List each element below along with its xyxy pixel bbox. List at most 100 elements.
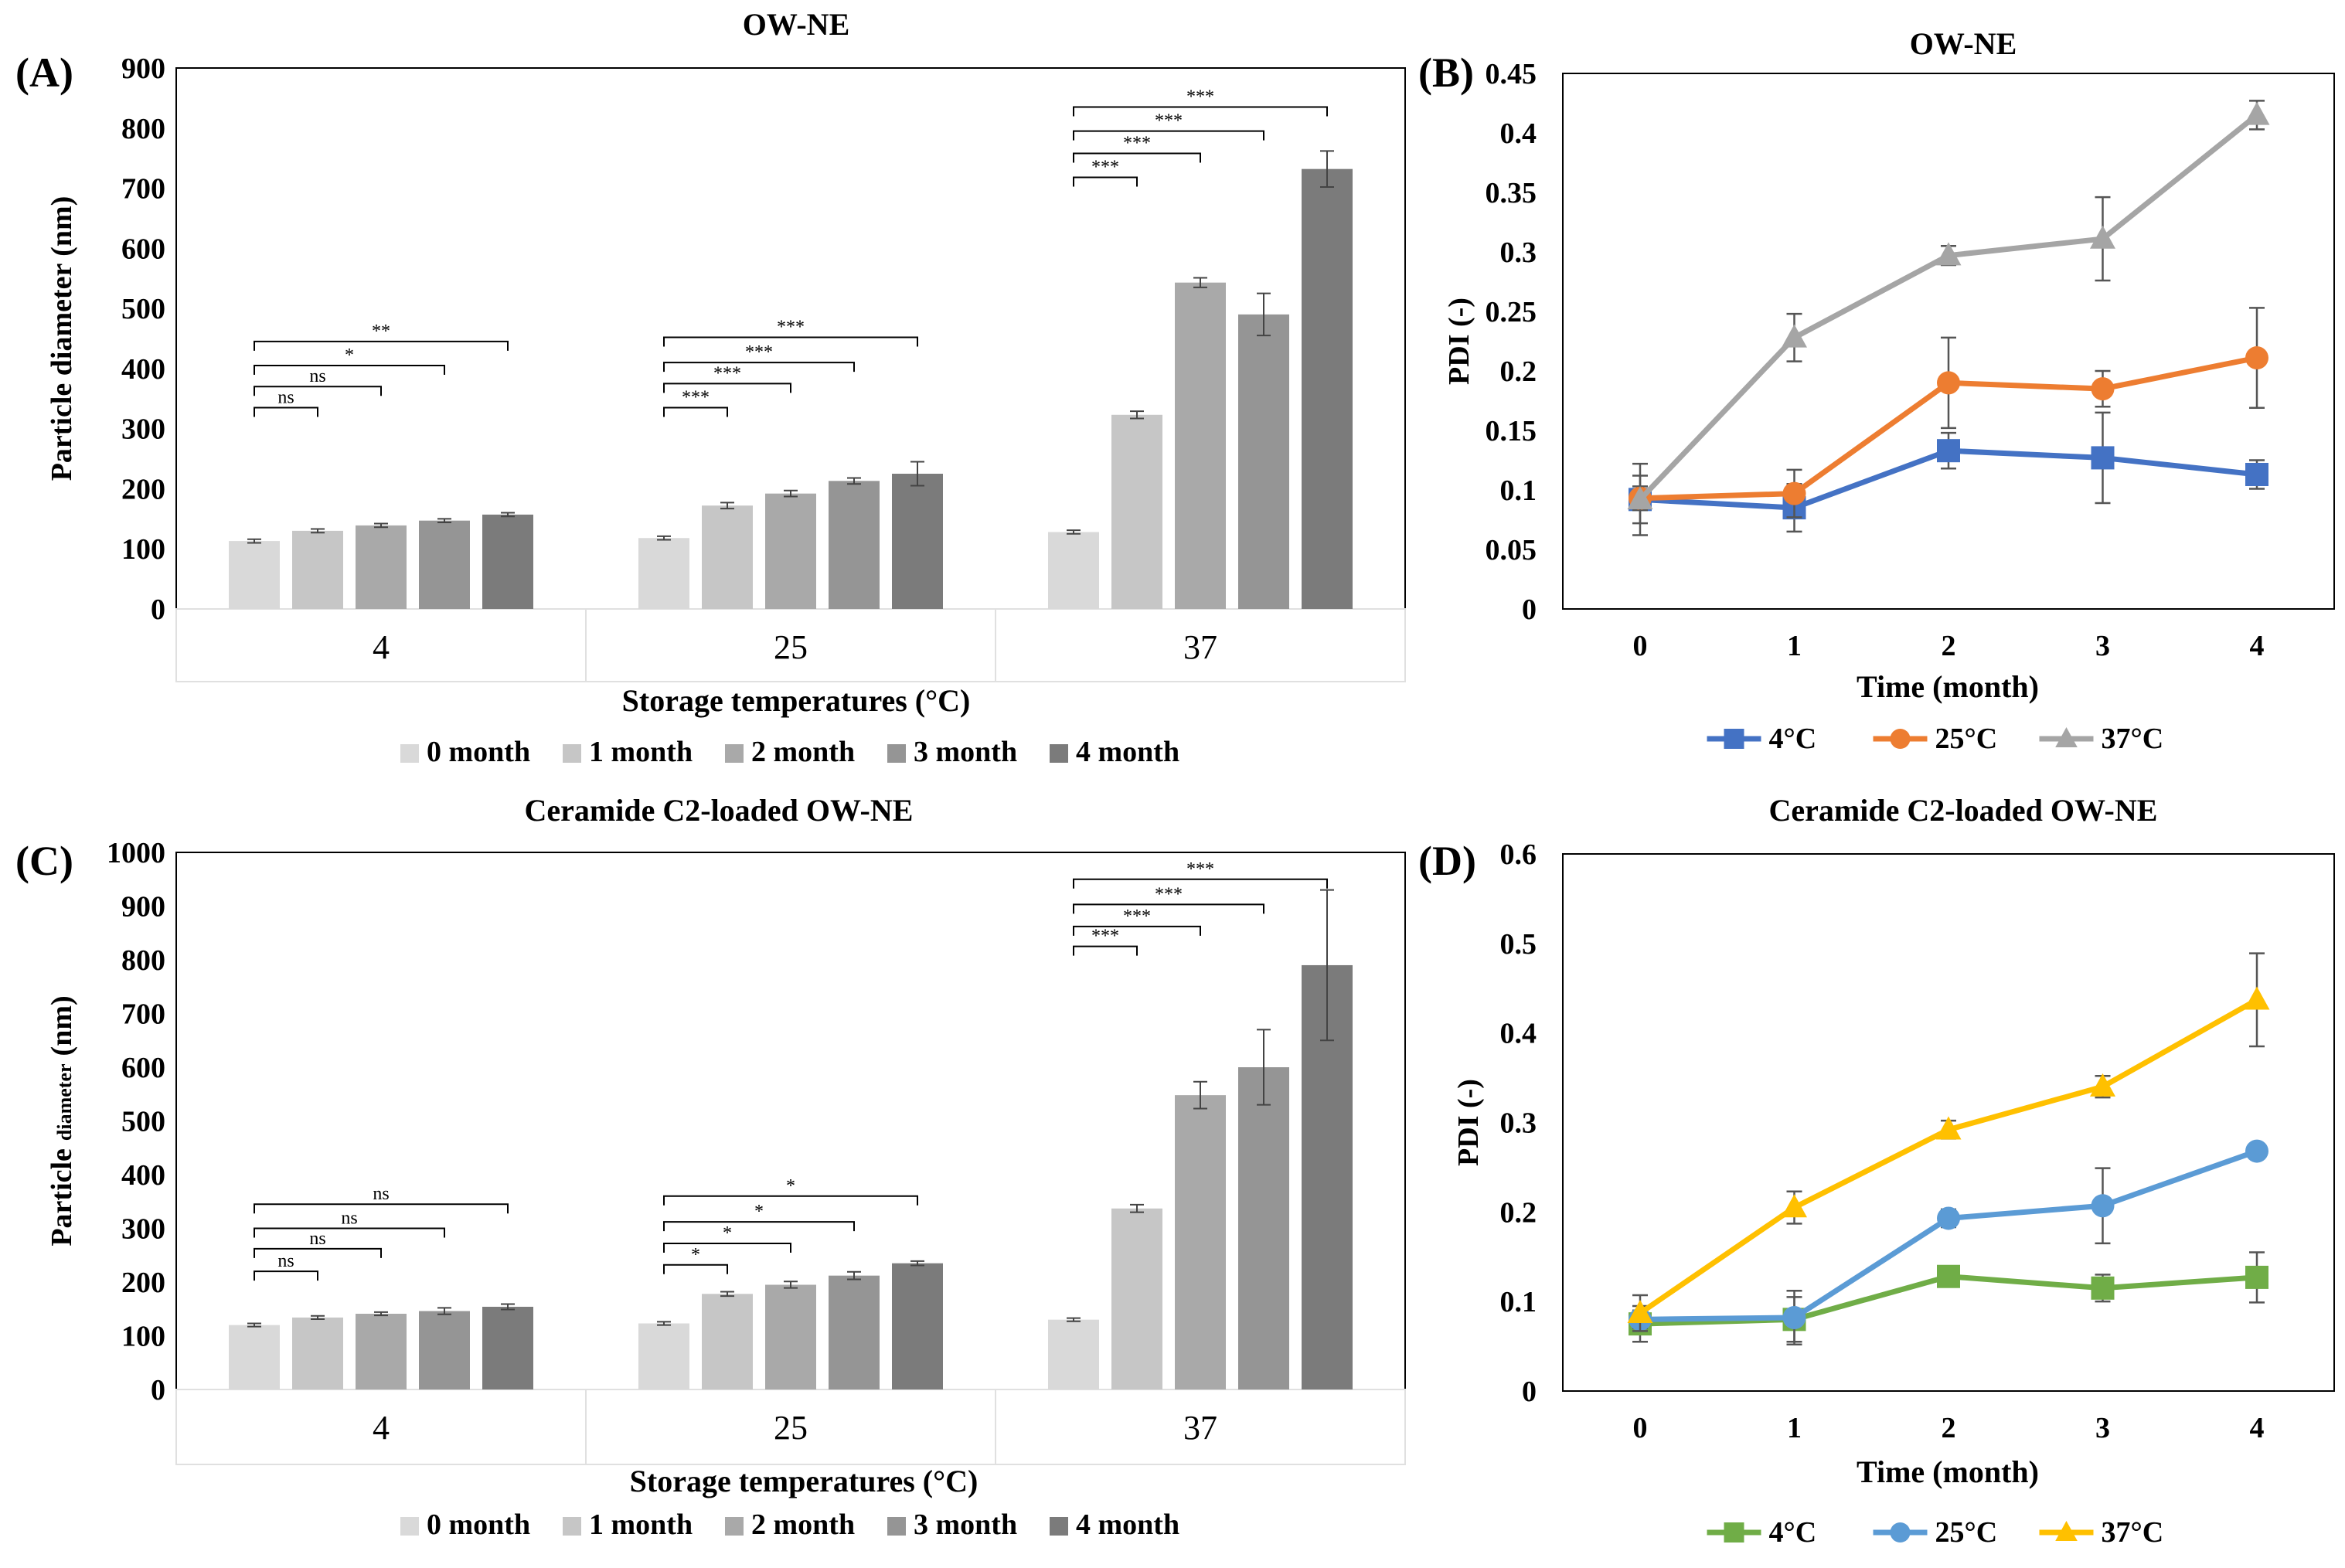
marker-square: [2245, 462, 2268, 486]
significance-bracket: [1073, 152, 1201, 163]
y-axis-label: Particle diameter (nm): [46, 995, 78, 1246]
significance-bracket: [254, 365, 445, 375]
y-tick-label: 0.1: [1500, 1286, 1537, 1318]
bar: [419, 1311, 470, 1389]
y-tick-label: 900: [121, 891, 165, 923]
significance-label: **: [372, 321, 390, 342]
marker-square: [1937, 439, 1960, 463]
marker-triangle: [1782, 1194, 1807, 1218]
bar: [892, 474, 943, 609]
bar: [229, 1325, 280, 1389]
marker-triangle: [2244, 986, 2270, 1010]
legend-swatch: [563, 744, 581, 763]
bar: [1175, 1095, 1226, 1389]
bar: [1238, 1067, 1289, 1389]
bar: [1302, 168, 1353, 609]
bar: [829, 481, 880, 609]
category-label: 4: [373, 628, 390, 666]
significance-label: ***: [1155, 884, 1183, 904]
legend-label: 2 month: [751, 1508, 855, 1541]
significance-bracket: [1073, 925, 1201, 936]
marker-triangle: [2244, 101, 2270, 125]
y-tick-label: 0.4: [1500, 1018, 1537, 1050]
legend-label: 2 month: [751, 736, 855, 768]
series-0: [1629, 1251, 2268, 1343]
significance-bracket: [1073, 878, 1328, 889]
significance-bracket: [663, 1242, 791, 1253]
x-axis-label: Time (month): [1857, 1454, 2039, 1489]
marker-square: [1937, 1264, 1960, 1288]
significance-label: ns: [341, 1209, 357, 1229]
significance-bracket: [254, 340, 509, 351]
x-tick-label: 0: [1633, 630, 1648, 662]
panel-c-bar-chart: (C) Ceramide C2-loaded OW-NE 0 100 200 300 400…: [15, 793, 1406, 1541]
legend-swatch: [1050, 1517, 1068, 1536]
significance-bracket: [663, 406, 728, 417]
panel-a-bar-chart: (A) OW-NE 0 100 200 300 400 500 600 700 800 900 Part…: [15, 7, 1406, 768]
y-tick-label: 300: [121, 413, 165, 446]
category-label: 4: [373, 1409, 390, 1447]
y-tick-label: 200: [121, 1267, 165, 1299]
bar: [356, 525, 407, 609]
series-2: [1627, 952, 2270, 1332]
marker-square: [2245, 1265, 2268, 1289]
significance-bracket: [1073, 176, 1138, 187]
panel-b-line-chart: (B) OW-NE 0 0.05 0.1 0.15 0.2 0.25 0.3 0.35 0.4 0.4…: [1418, 26, 2335, 755]
legend-label: 1 month: [589, 736, 693, 768]
significance-label: ***: [713, 363, 741, 383]
significance-label: ns: [277, 1251, 294, 1271]
marker-square: [1724, 1522, 1744, 1542]
y-tick-label: 700: [121, 998, 165, 1031]
y-axis-label: PDI (-): [1443, 298, 1475, 385]
y-tick-label: 900: [121, 53, 165, 85]
significance-bracket: [663, 336, 918, 347]
significance-bracket: [254, 1203, 509, 1214]
marker-triangle: [1935, 1116, 1962, 1140]
significance-label: *: [691, 1245, 700, 1265]
y-tick-label: 300: [121, 1213, 165, 1246]
marker-triangle: [2055, 727, 2078, 748]
legend-swatch: [887, 1517, 906, 1536]
legend-label: 25°C: [1935, 723, 1998, 755]
category-label: 25: [774, 1409, 808, 1447]
significance-label: *: [723, 1223, 732, 1243]
x-tick-label: 3: [2095, 1412, 2110, 1444]
marker-triangle: [1782, 324, 1807, 348]
significance-label: ***: [1186, 859, 1214, 879]
legend-label: 3 month: [914, 1508, 1017, 1541]
y-tick-label: 0.2: [1500, 355, 1537, 388]
y-tick-label: 400: [121, 353, 165, 386]
bar: [482, 514, 533, 609]
x-tick-label: 1: [1787, 1412, 1802, 1444]
legend-swatch: [725, 744, 744, 763]
panel-label: (B): [1418, 49, 1474, 96]
legend-label: 4°C: [1769, 1516, 1817, 1549]
chart-title: OW-NE: [743, 7, 850, 42]
y-tick-label: 0.5: [1500, 928, 1537, 961]
bar: [1175, 282, 1226, 609]
panel-d-line-chart: (D) Ceramide C2-loaded OW-NE 0 0.1 0.2 0.3 0.4…: [1418, 793, 2335, 1549]
chart-title: OW-NE: [1910, 26, 2017, 61]
legend-swatch: [887, 744, 906, 763]
x-tick-label: 0: [1633, 1412, 1648, 1444]
bar: [419, 520, 470, 609]
significance-bracket: [663, 1195, 918, 1206]
y-tick-label: 800: [121, 944, 165, 977]
y-axis-label-small: diameter: [53, 1063, 76, 1141]
legend-label: 25°C: [1935, 1516, 1998, 1549]
marker-circle: [2245, 1139, 2268, 1163]
significance-bracket: [1073, 130, 1264, 141]
x-tick-label: 4: [2250, 1412, 2265, 1444]
bar: [765, 493, 816, 609]
y-tick-label: 500: [121, 293, 165, 325]
y-tick-label: 400: [121, 1159, 165, 1192]
y-tick-label: 100: [121, 533, 165, 566]
category-label: 37: [1183, 628, 1217, 666]
legend-swatch: [400, 1517, 419, 1536]
bar: [702, 505, 753, 609]
significance-label: ***: [1091, 927, 1119, 947]
y-tick-label: 0: [1522, 1376, 1537, 1408]
significance-label: *: [786, 1176, 795, 1196]
y-tick-label: 0.45: [1486, 58, 1537, 90]
